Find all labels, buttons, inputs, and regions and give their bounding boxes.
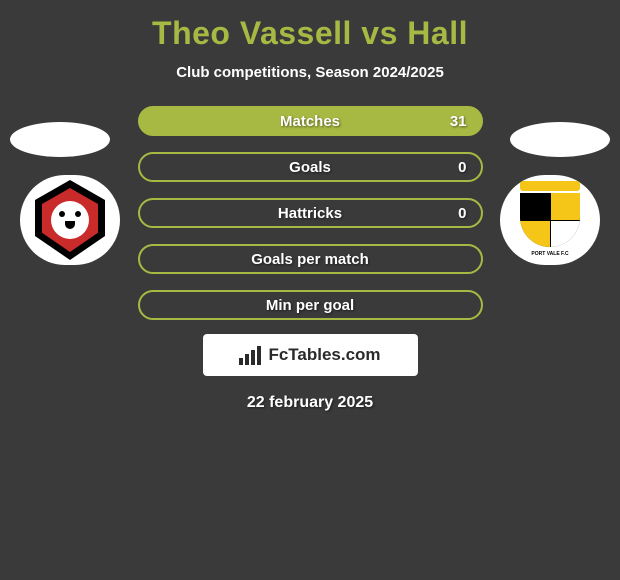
stat-label: Goals per match [251, 251, 369, 268]
stat-value: 31 [450, 113, 467, 130]
stat-value: 0 [458, 205, 466, 222]
left-club-crest [20, 175, 120, 265]
stat-bar-goals: Goals 0 [138, 152, 483, 182]
left-player-silhouette [10, 122, 110, 157]
brand-box: FcTables.com [203, 334, 418, 376]
stat-value: 0 [458, 159, 466, 176]
lion-icon [51, 201, 89, 239]
stat-bar-hattricks: Hattricks 0 [138, 198, 483, 228]
stat-label: Goals [289, 159, 331, 176]
page-title: Theo Vassell vs Hall [0, 0, 620, 52]
stat-label: Hattricks [278, 205, 342, 222]
bar-chart-icon [239, 346, 261, 365]
stat-bar-goals-per-match: Goals per match [138, 244, 483, 274]
date-text: 22 february 2025 [0, 394, 620, 412]
brand-text: FcTables.com [268, 345, 380, 365]
right-player-silhouette [510, 122, 610, 157]
right-club-crest: PORT VALE F.C [500, 175, 600, 265]
stat-label: Matches [280, 113, 340, 130]
subtitle: Club competitions, Season 2024/2025 [0, 64, 620, 81]
stat-label: Min per goal [266, 297, 354, 314]
stat-bar-min-per-goal: Min per goal [138, 290, 483, 320]
stat-bar-matches: Matches 31 [138, 106, 483, 136]
right-crest-label: PORT VALE F.C [531, 251, 568, 257]
